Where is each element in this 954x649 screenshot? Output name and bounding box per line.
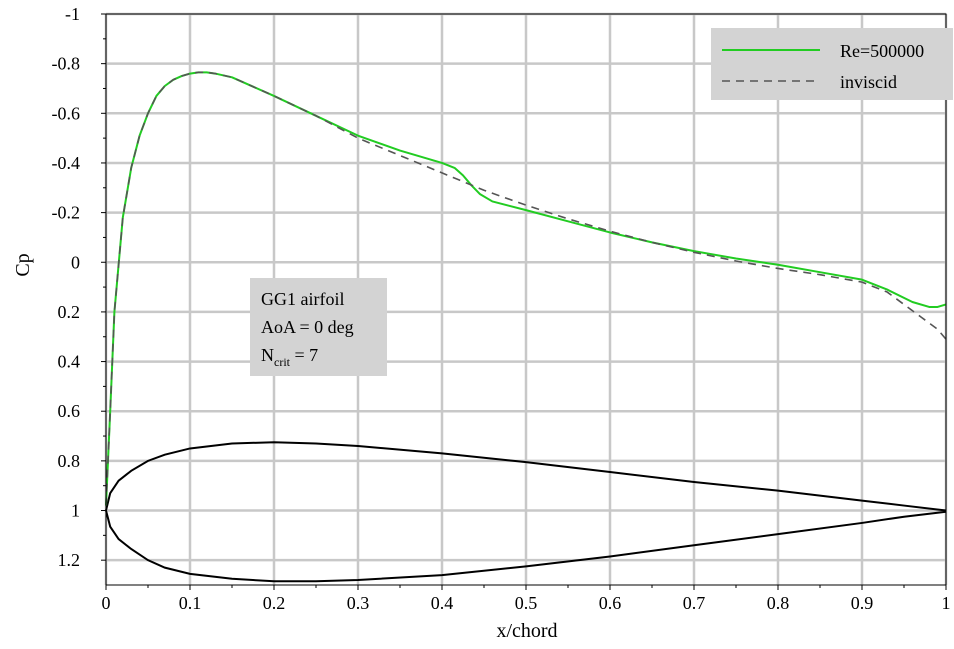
legend-label-re500000: Re=500000 xyxy=(840,41,924,61)
ticks-layer xyxy=(101,13,947,590)
x-tick-label: 0.5 xyxy=(515,593,538,613)
x-tick-label: 0.3 xyxy=(347,593,370,613)
y-tick-label: -0.6 xyxy=(52,103,81,123)
y-tick-label: 0.4 xyxy=(58,352,81,372)
legend-background xyxy=(711,28,953,100)
annotation-line-aoa: AoA = 0 deg xyxy=(261,317,354,337)
legend: Re=500000 inviscid xyxy=(711,28,953,100)
plot-frame xyxy=(105,13,947,586)
x-tick-label: 0.2 xyxy=(263,593,286,613)
y-tick-label: -0.2 xyxy=(52,203,81,223)
x-tick-label: 0 xyxy=(102,593,111,613)
ncrit-value: = 7 xyxy=(290,345,318,365)
y-tick-label: 0.6 xyxy=(58,401,81,421)
tick-labels-layer: 0 0.1 0.2 0.3 0.4 0.5 0.6 0.7 0.8 0.9 1 -1 -0.8 -0.6 -… xyxy=(52,4,951,613)
y-tick-label: 1.2 xyxy=(58,550,81,570)
y-tick-label: 0.2 xyxy=(58,302,81,322)
annotation-box: GG1 airfoil AoA = 0 deg Ncrit = 7 xyxy=(250,278,387,376)
x-tick-label: 0.1 xyxy=(179,593,202,613)
annotation-background xyxy=(250,278,387,376)
ncrit-symbol: N xyxy=(261,345,274,365)
x-tick-label: 0.7 xyxy=(683,593,706,613)
x-tick-label: 1 xyxy=(942,593,951,613)
y-tick-label: 1 xyxy=(71,501,80,521)
y-tick-label: -1 xyxy=(65,4,80,24)
y-tick-label: 0.8 xyxy=(58,451,81,471)
y-tick-label: 0 xyxy=(71,252,80,272)
annotation-line-ncrit: Ncrit = 7 xyxy=(261,345,318,369)
series-line-re500000 xyxy=(105,71,947,506)
x-tick-label: 0.8 xyxy=(767,593,790,613)
x-tick-label: 0.9 xyxy=(851,593,874,613)
annotation-line-airfoil: GG1 airfoil xyxy=(261,289,344,309)
ncrit-subscript: crit xyxy=(274,355,291,369)
x-axis-label: x/chord xyxy=(496,620,557,642)
legend-label-inviscid: inviscid xyxy=(840,72,897,92)
y-tick-label: -0.8 xyxy=(52,54,81,74)
series-line-inviscid xyxy=(105,71,947,506)
y-tick-label: -0.4 xyxy=(52,153,81,173)
y-axis-label: Cp xyxy=(12,253,34,276)
x-tick-label: 0.4 xyxy=(431,593,454,613)
x-tick-label: 0.6 xyxy=(599,593,622,613)
